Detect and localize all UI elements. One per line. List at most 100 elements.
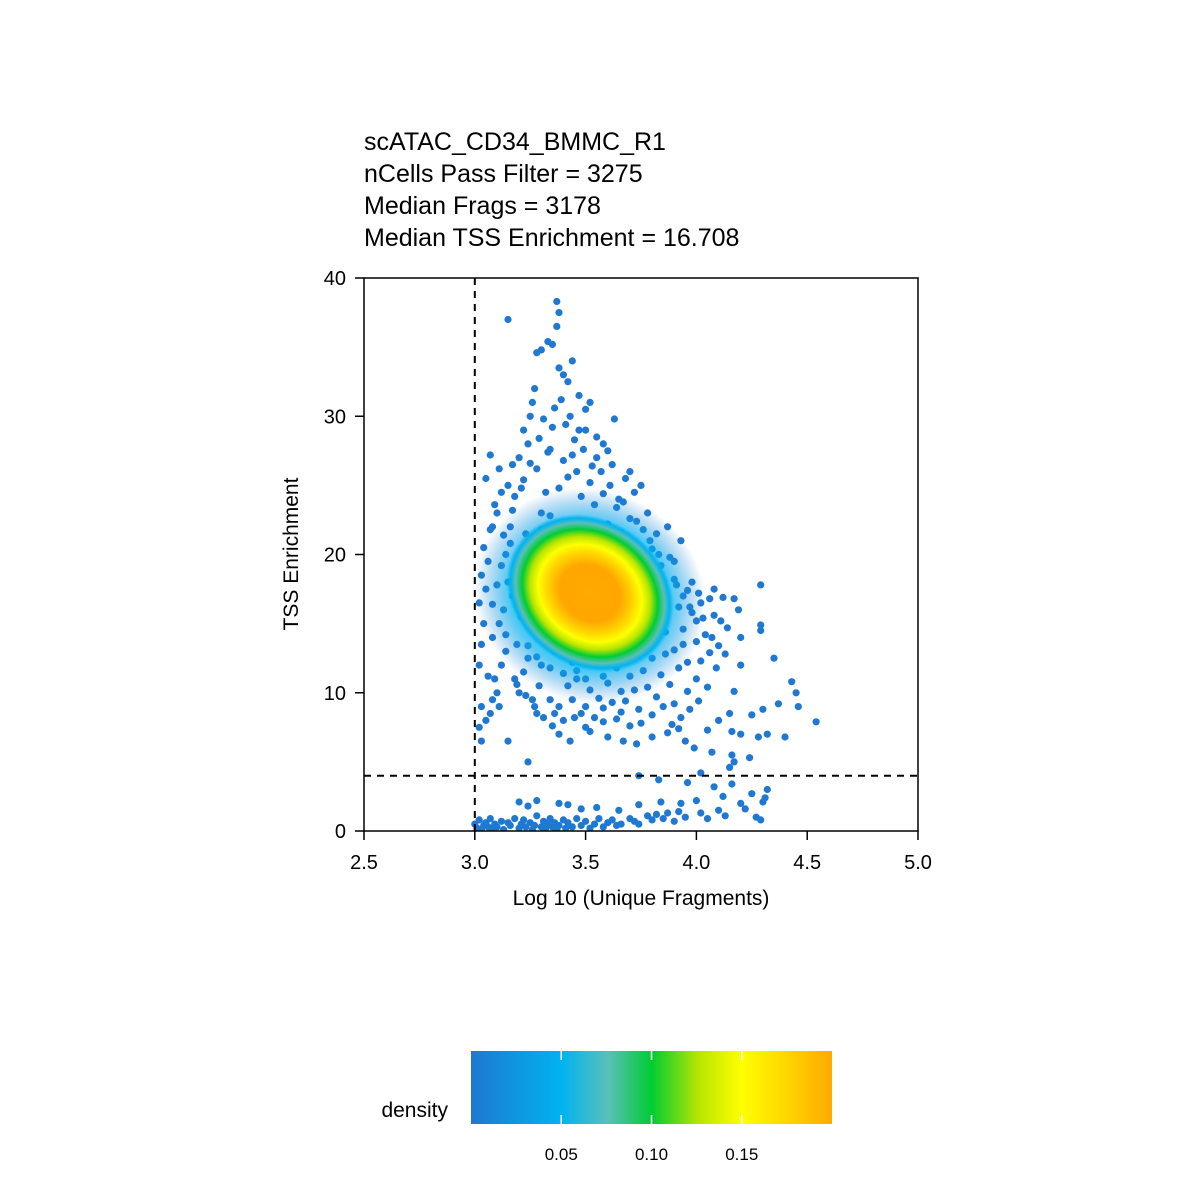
legend-tick-label: 0.05 xyxy=(545,1145,578,1164)
scatter-point xyxy=(533,797,541,805)
legend-ticks: 0.05 0.10 0.15 xyxy=(545,1051,758,1164)
scatter-point xyxy=(575,426,583,434)
scatter-point xyxy=(555,821,563,830)
x-axis-label: Log 10 (Unique Fragments) xyxy=(513,887,770,910)
y-tick-label: 0 xyxy=(335,821,346,843)
scatter-point xyxy=(508,461,517,469)
scatter-point xyxy=(544,448,552,456)
scatter-point xyxy=(721,650,729,658)
scatter-point xyxy=(619,737,627,745)
scatter-point xyxy=(737,633,745,642)
scatter-point xyxy=(683,687,692,696)
scatter-point xyxy=(626,722,634,730)
scatter-point xyxy=(606,481,614,489)
scatter-point xyxy=(788,678,796,686)
scatter-point xyxy=(544,338,552,346)
scatter-point xyxy=(812,718,820,726)
scatter-point xyxy=(491,675,499,683)
scatter-point xyxy=(728,727,736,736)
scatter-point xyxy=(504,737,512,745)
scatter-point xyxy=(604,447,612,455)
scatter-point xyxy=(533,349,541,357)
scatter-point xyxy=(621,474,630,483)
scatter-point xyxy=(690,744,698,752)
scatter-point xyxy=(708,633,716,642)
scatter-point xyxy=(648,711,656,719)
scatter-point xyxy=(506,821,514,830)
scatter-point xyxy=(493,509,501,517)
scatter-point xyxy=(555,364,563,372)
scatter-point xyxy=(553,322,561,330)
scatter-point xyxy=(726,709,734,718)
chart-title-line-3: Median Frags = 3178 xyxy=(364,192,601,220)
scatter-point xyxy=(573,815,581,823)
scatter-point xyxy=(593,433,601,441)
scatter-point xyxy=(774,700,783,708)
scatter-point xyxy=(586,479,594,487)
scatter-point xyxy=(719,792,727,801)
scatter-point xyxy=(599,718,607,726)
scatter-point xyxy=(664,729,672,737)
scatter-point xyxy=(564,801,572,809)
legend-tick-label: 0.15 xyxy=(725,1145,758,1164)
chart-title-line-4: Median TSS Enrichment = 16.708 xyxy=(364,224,739,252)
scatter-point xyxy=(531,703,539,711)
scatter-point xyxy=(500,826,508,831)
scatter-point xyxy=(763,730,771,738)
scatter-point xyxy=(495,703,503,711)
scatter-point xyxy=(721,812,729,820)
scatter-point xyxy=(522,691,530,700)
scatter-point xyxy=(582,723,590,731)
scatter-point xyxy=(533,812,541,820)
scatter-point xyxy=(757,581,765,589)
scatter-point xyxy=(692,675,701,683)
scatter-point xyxy=(579,445,588,453)
scatter-point xyxy=(511,815,519,823)
scatter-point xyxy=(582,426,590,434)
scatter-point xyxy=(497,488,505,496)
scatter-point xyxy=(590,820,599,828)
scatter-point xyxy=(710,611,718,619)
scatter-point xyxy=(555,309,563,317)
scatter-point xyxy=(566,737,574,745)
scatter-point xyxy=(477,737,485,745)
scatter-point xyxy=(553,297,561,306)
scatter-point xyxy=(524,440,532,448)
scatter-point xyxy=(703,726,712,734)
density-legend: density 0.05 0.10 0.15 xyxy=(381,1051,832,1164)
y-axis-label: TSS Enrichment xyxy=(280,477,303,630)
scatter-point xyxy=(657,798,665,806)
scatter-point xyxy=(515,798,523,806)
scatter-point xyxy=(781,733,789,741)
scatter-point xyxy=(599,823,607,831)
scatter-point xyxy=(546,696,554,704)
scatter-point xyxy=(706,649,714,657)
scatter-point xyxy=(524,758,532,766)
scatter-point xyxy=(759,705,767,713)
x-tick-label: 4.0 xyxy=(682,852,710,874)
scatter-point xyxy=(681,737,689,745)
scatter-point xyxy=(746,754,754,762)
scatter-point xyxy=(582,405,590,413)
scatter-point xyxy=(520,816,528,824)
scatter-point xyxy=(559,371,568,379)
scatter-point xyxy=(670,700,678,708)
scatter-point xyxy=(582,817,590,825)
scatter-point xyxy=(710,783,718,791)
scatter-point xyxy=(548,722,557,730)
scatter-point xyxy=(635,801,643,809)
scatter-point xyxy=(555,799,563,808)
scatter-point xyxy=(528,696,537,704)
scatter-point xyxy=(652,693,661,701)
scatter-point xyxy=(757,626,765,635)
x-tick-label: 3.0 xyxy=(461,852,489,874)
y-tick-label: 10 xyxy=(324,683,346,705)
scatter-point xyxy=(608,816,616,824)
scatter-point xyxy=(792,689,800,697)
scatter-point xyxy=(559,716,568,725)
y-axis: 0 10 20 30 40 xyxy=(324,268,364,843)
scatter-point xyxy=(617,708,625,716)
scatter-point xyxy=(593,454,601,462)
scatter-point xyxy=(520,426,528,434)
scatter-point xyxy=(531,385,539,393)
